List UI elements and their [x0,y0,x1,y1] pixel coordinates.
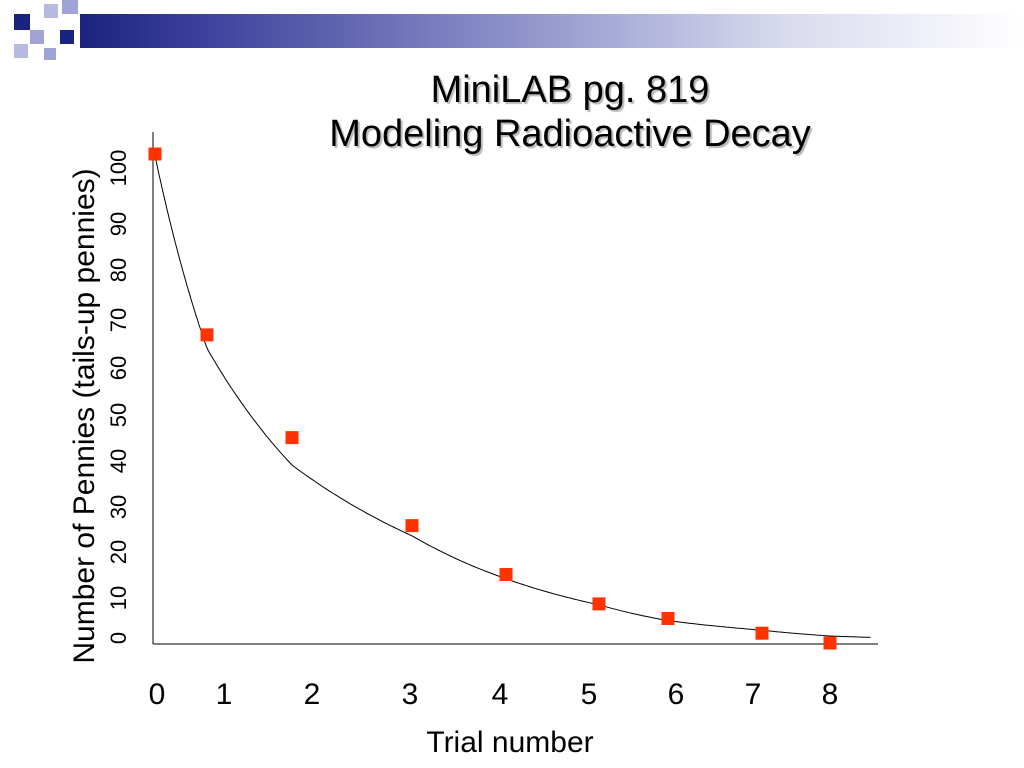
x-tick-label: 1 [216,678,233,711]
y-tick-label: 40 [106,449,131,473]
y-tick-label: 10 [106,586,131,610]
slide-title: MiniLAB pg. 819 Modeling Radioactive Dec… [230,68,910,156]
decor-square-navy [60,30,74,44]
y-tick-label: 70 [106,308,131,332]
x-tick-label: 5 [581,678,598,711]
y-tick-label: 20 [106,540,131,564]
x-tick-label: 6 [668,678,685,711]
title-line-1: MiniLAB pg. 819 [430,69,710,111]
decor-square-lavender [62,0,78,14]
data-point [200,328,214,342]
x-tick-label: 2 [304,678,321,711]
data-point [499,568,513,581]
y-tick-label: 0 [106,632,131,644]
title-line-2: Modeling Radioactive Decay [329,113,811,155]
x-axis-label: Trial number [426,726,593,759]
y-tick-label: 80 [106,258,131,282]
y-axis-label: Number of Pennies (tails-up pennies) [68,168,101,663]
decor-square-lavender [44,4,58,18]
x-tick-label: 7 [745,678,762,711]
data-point [661,612,675,625]
y-tick-label: 100 [106,150,131,187]
y-tick-label: 50 [106,403,131,427]
header-gradient-bar [80,14,1024,48]
data-point [755,626,769,640]
x-tick-label: 4 [492,678,509,711]
y-tick-label: 90 [106,212,131,236]
y-tick-label: 60 [106,356,131,380]
trend-curve [154,155,871,638]
x-tick-label: 8 [822,678,839,711]
data-point [592,597,606,611]
x-tick-label: 3 [402,678,419,711]
decor-square-lavender [14,44,28,58]
y-tick-label: 30 [106,495,131,519]
data-point [823,636,837,650]
decor-square-navy [14,14,30,30]
data-point [285,431,299,445]
data-point [148,147,162,161]
x-tick-label: 0 [149,678,166,711]
decor-square-lavender [30,30,44,44]
data-point [405,519,419,533]
decor-square-lavender [44,48,56,60]
